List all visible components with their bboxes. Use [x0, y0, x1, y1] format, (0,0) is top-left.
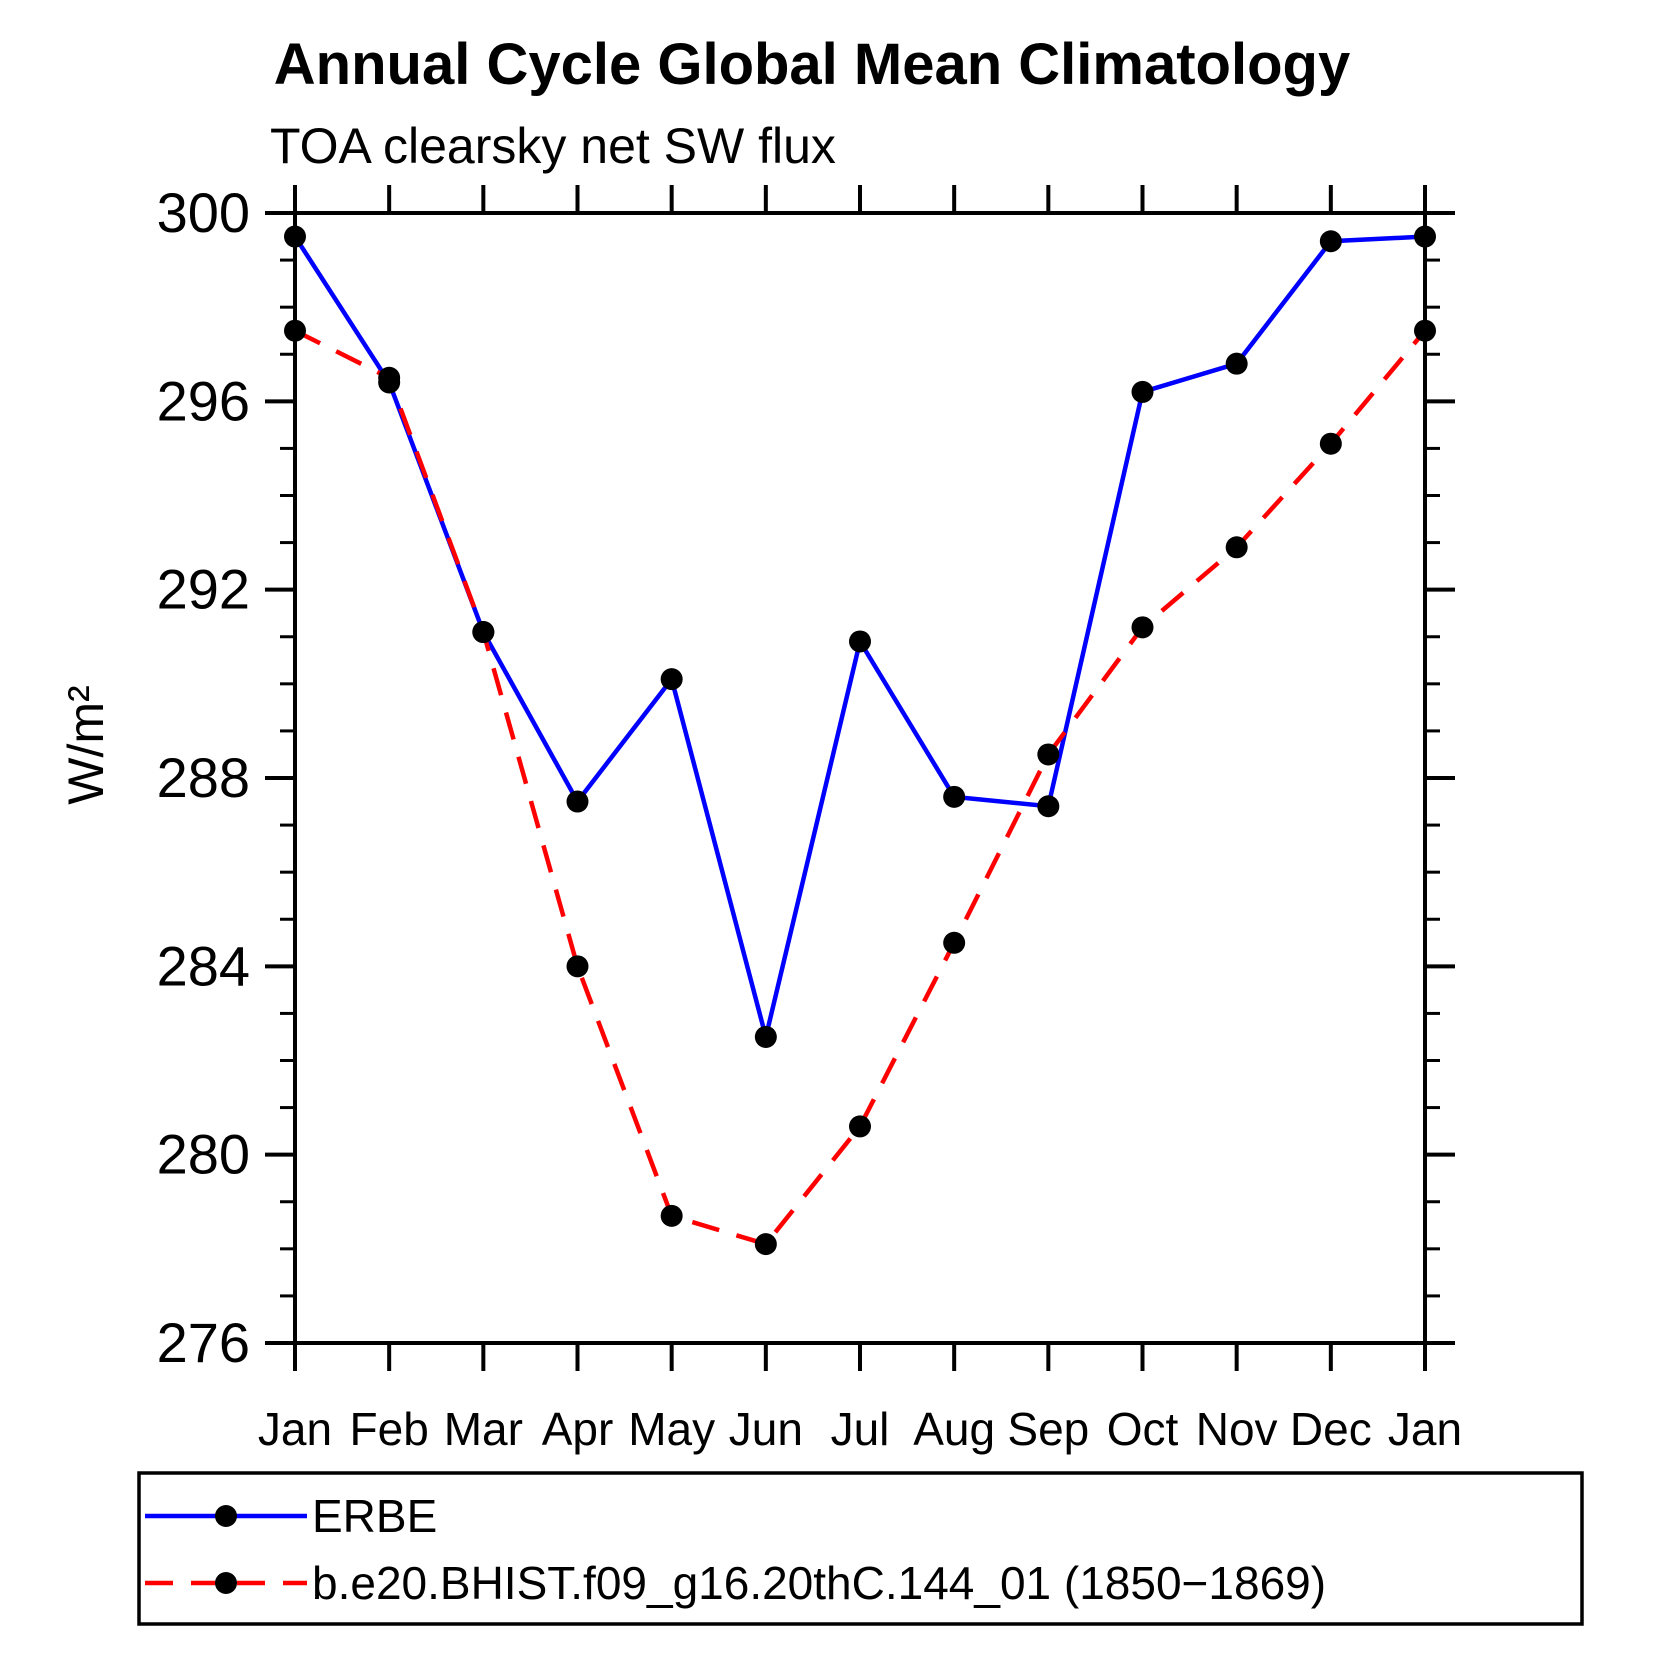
x-tick-label: Oct [1107, 1403, 1179, 1455]
y-axis-label: W/m² [58, 685, 114, 804]
model-marker-Jul [849, 1115, 871, 1138]
legend-label-model: b.e20.BHIST.f09_g16.20thC.144_01 (1850−1… [312, 1557, 1326, 1609]
chart-subtitle: TOA clearsky net SW flux [270, 118, 836, 174]
legend-label-erbe: ERBE [312, 1490, 437, 1542]
model-marker-Feb [378, 366, 401, 389]
model-marker-Oct [1131, 616, 1154, 639]
x-tick-label: Aug [913, 1403, 995, 1455]
y-tick-label: 296 [157, 369, 250, 432]
erbe-marker-Jan [1414, 225, 1436, 248]
x-tick-label: Jul [831, 1403, 890, 1455]
model-marker-Dec [1319, 432, 1342, 455]
erbe-marker-Oct [1131, 380, 1154, 403]
legend-box [137, 1471, 1584, 1626]
x-tick-label: Sep [1007, 1403, 1089, 1455]
x-tick-label: Jan [1388, 1403, 1462, 1455]
legend-swatch-model-marker [215, 1572, 237, 1594]
model-marker-Aug [943, 931, 966, 954]
model-marker-May [660, 1204, 683, 1227]
x-tick-label: Dec [1290, 1403, 1372, 1455]
erbe-marker-Jul [849, 630, 871, 653]
x-tick-label: Apr [542, 1403, 614, 1455]
x-tick-label: Jan [258, 1403, 332, 1455]
erbe-marker-Aug [943, 785, 966, 808]
erbe-marker-Jun [754, 1025, 777, 1048]
y-tick-label: 288 [157, 746, 250, 809]
y-tick-label: 284 [157, 934, 250, 997]
erbe-marker-Apr [566, 790, 589, 813]
x-tick-label: Feb [350, 1403, 429, 1455]
erbe-marker-Nov [1225, 352, 1248, 375]
erbe-marker-May [660, 668, 683, 691]
chart-title: Annual Cycle Global Mean Climatology [274, 32, 1350, 97]
model-marker-Jan [1414, 319, 1436, 342]
model-marker-Sep [1037, 743, 1060, 766]
model-marker-Jan [284, 319, 306, 342]
legend: ERBE b.e20.BHIST.f09_g16.20thC.144_01 (1… [137, 1471, 1584, 1626]
model-marker-Jun [754, 1233, 777, 1256]
legend-swatch-erbe-marker [215, 1505, 237, 1527]
model-marker-Apr [566, 955, 589, 978]
plot-frame [293, 211, 1427, 1345]
x-tick-label: May [628, 1403, 715, 1455]
model-marker-Nov [1225, 536, 1248, 559]
model-marker-Mar [472, 621, 495, 644]
model-line [293, 328, 1427, 1247]
erbe-marker-Dec [1319, 230, 1342, 253]
y-tick-label: 292 [157, 558, 250, 621]
erbe-marker-Jan [284, 225, 306, 248]
y-tick-label: 300 [157, 181, 250, 244]
x-tick-label: Jun [729, 1403, 803, 1455]
y-tick-label: 280 [157, 1123, 250, 1186]
x-tick-label: Mar [444, 1403, 523, 1455]
erbe-marker-Sep [1037, 795, 1060, 818]
y-tick-label: 276 [157, 1311, 250, 1374]
x-tick-label: Nov [1196, 1403, 1278, 1455]
